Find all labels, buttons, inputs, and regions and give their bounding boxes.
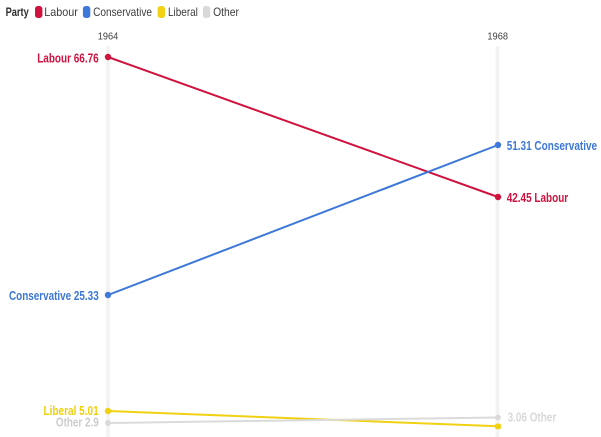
svg-text:Conservative 25.33: Conservative 25.33 — [9, 288, 99, 303]
svg-text:Party: Party — [6, 5, 29, 19]
svg-text:51.31 Conservative: 51.31 Conservative — [507, 138, 597, 153]
svg-text:Labour: Labour — [44, 5, 78, 19]
svg-text:Liberal 5.01: Liberal 5.01 — [44, 403, 99, 418]
svg-text:42.45 Labour: 42.45 Labour — [507, 190, 569, 205]
svg-text:Other: Other — [213, 5, 239, 19]
svg-text:1968: 1968 — [487, 31, 508, 43]
svg-text:3.06 Other: 3.06 Other — [508, 410, 557, 425]
svg-text:1964: 1964 — [98, 31, 119, 43]
svg-text:Other 2.9: Other 2.9 — [56, 415, 99, 430]
svg-text:Labour 66.76: Labour 66.76 — [37, 51, 98, 66]
svg-text:Liberal: Liberal — [168, 5, 198, 19]
svg-text:Conservative: Conservative — [93, 5, 152, 19]
